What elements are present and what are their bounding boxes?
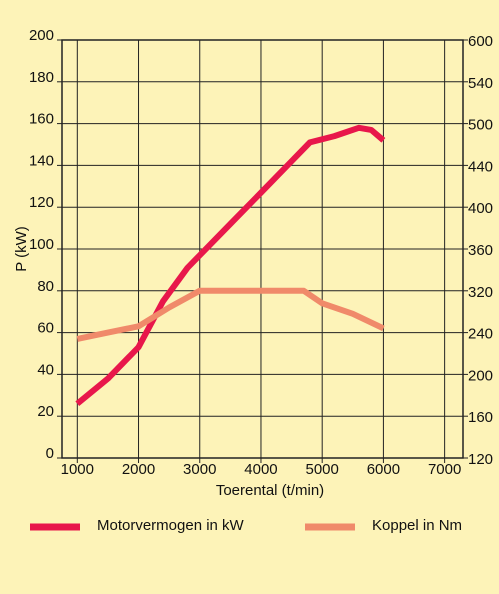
y-tick-label: 100 [29,236,54,253]
y-tick-label: 0 [46,445,54,462]
y2-tick-label: 540 [468,75,493,92]
y2-tick-label: 500 [468,117,493,134]
x-tick-label: 3000 [183,461,216,478]
y-tick-label: 40 [37,361,54,378]
x-tick-label: 5000 [306,461,339,478]
y2-tick-label: 160 [468,409,493,426]
y-tick-label: 20 [37,403,54,420]
y2-tick-label: 200 [468,367,493,384]
y-tick-label: 180 [29,69,54,86]
y2-tick-label: 400 [468,200,493,217]
x-tick-label: 1000 [61,461,94,478]
y-tick-label: 200 [29,27,54,44]
y-tick-label: 60 [37,320,54,337]
series-line [75,124,386,407]
y2-tick-label: 320 [468,284,493,301]
x-tick-label: 2000 [122,461,155,478]
y-tick-label: 160 [29,111,54,128]
y2-tick-label: 600 [468,33,493,50]
legend-label: Koppel in Nm [372,517,462,534]
y2-tick-label: 360 [468,242,493,259]
legend-label: Motorvermogen in kW [97,517,245,534]
x-tick-label: 6000 [367,461,400,478]
y2-tick-label: 440 [468,158,493,175]
y2-tick-label: 240 [468,326,493,343]
y-tick-label: 80 [37,278,54,295]
x-tick-label: 7000 [428,461,461,478]
x-tick-label: 4000 [244,461,277,478]
y-axis-label: P (kW) [13,226,30,272]
x-axis-label: Toerental (t/min) [216,482,324,499]
y-tick-label: 140 [29,152,54,169]
y2-tick-label: 120 [468,451,493,468]
y-tick-label: 120 [29,194,54,211]
series-line [76,287,385,342]
